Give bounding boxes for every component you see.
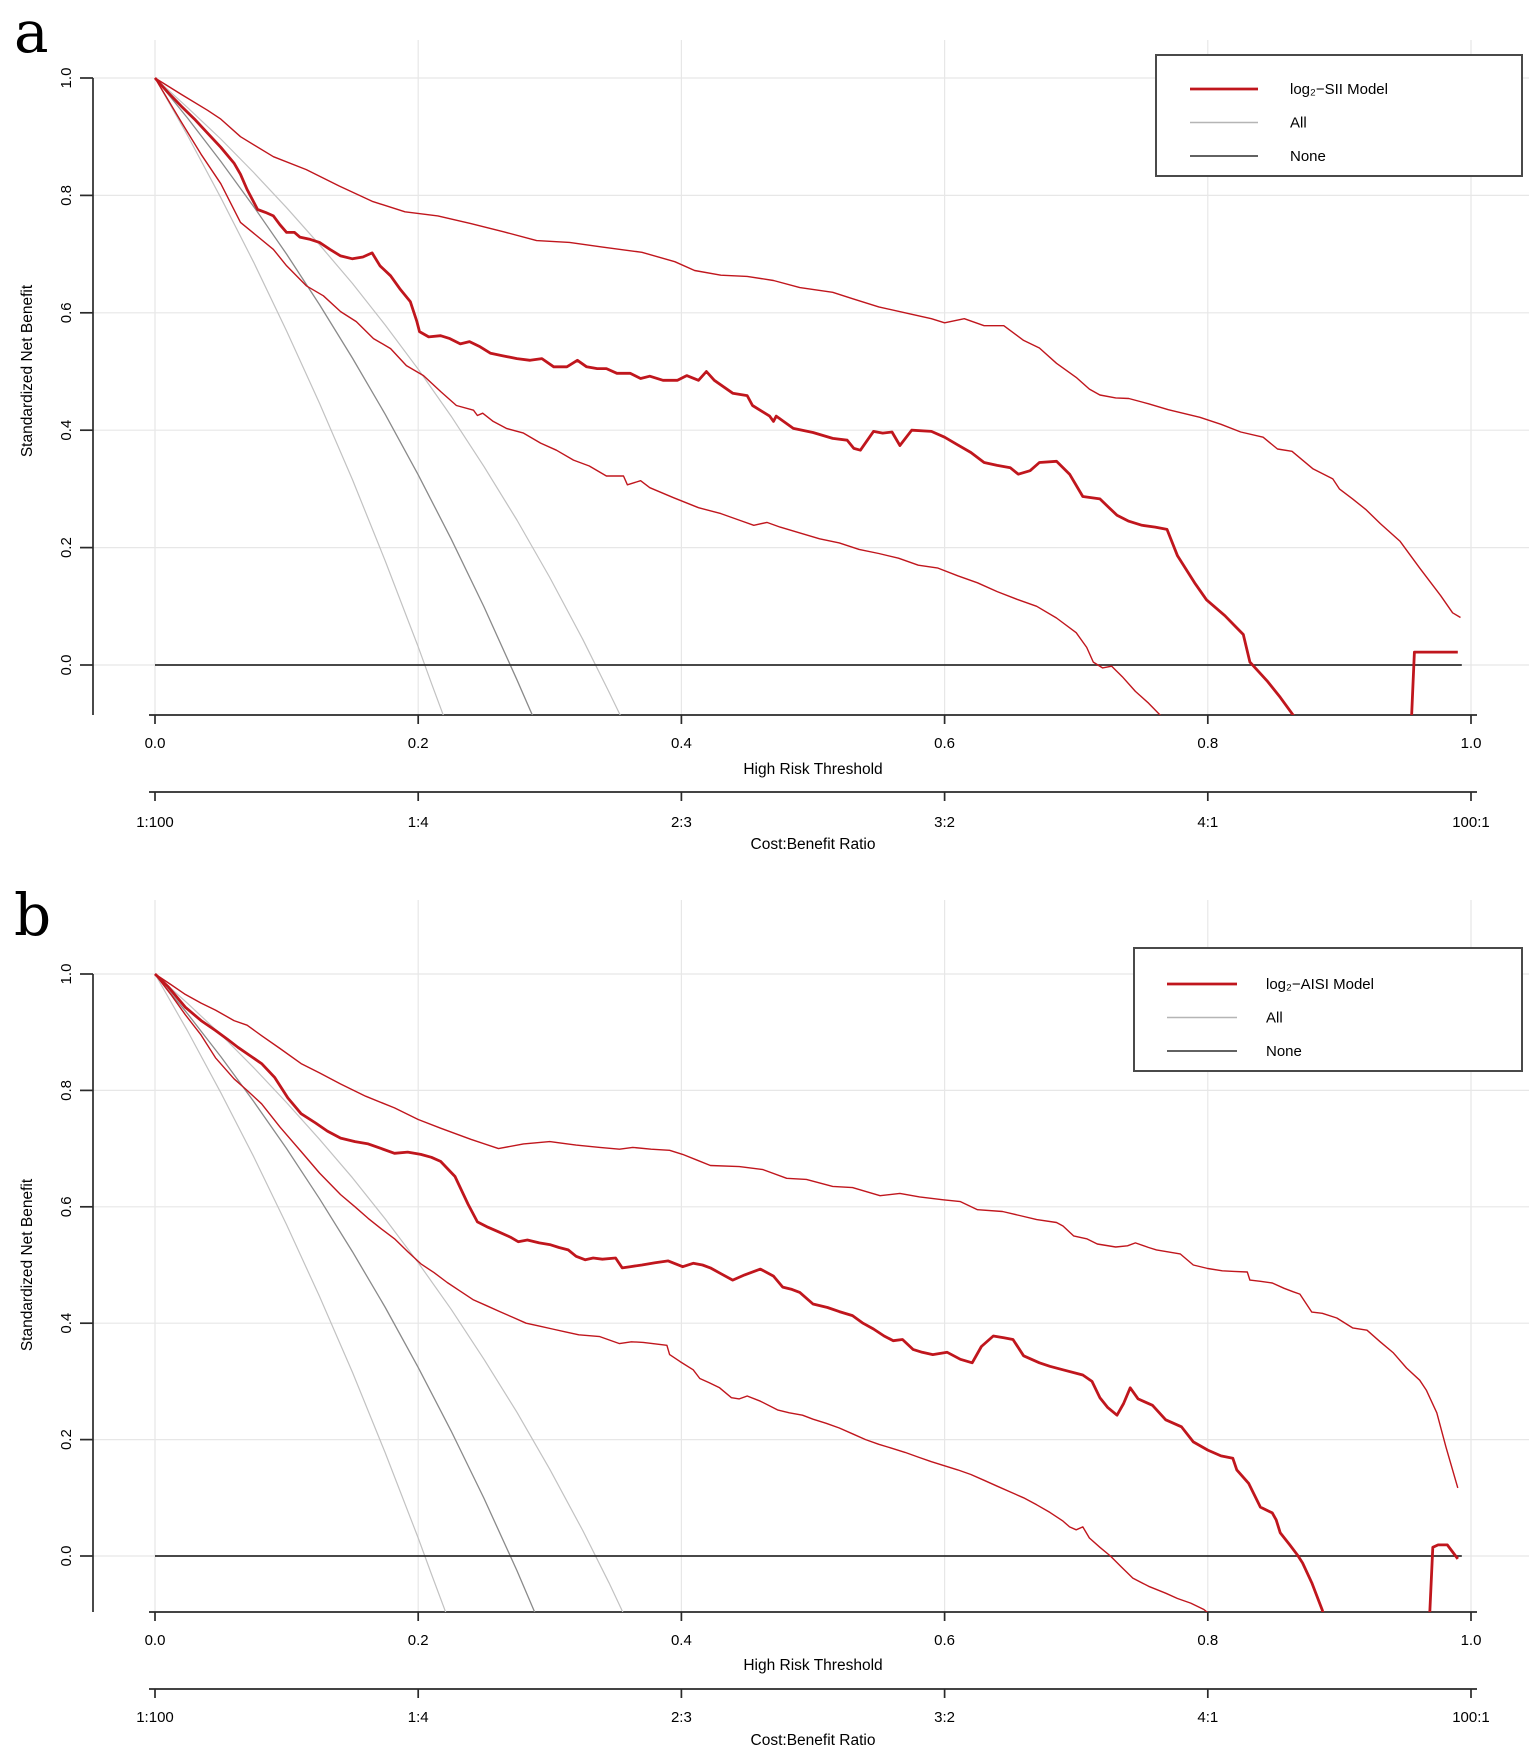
legend-label-model-a: log₂−SII Model: [1290, 81, 1388, 98]
x-tick-label: 0.4: [671, 1632, 692, 1649]
legend-label-model-b: log₂−AISI Model: [1266, 976, 1374, 993]
x-tick-label: 0.0: [145, 735, 166, 752]
panel-label-b: b: [14, 881, 51, 949]
x2-axis-title-a: Cost:Benefit Ratio: [751, 836, 876, 853]
x-axis-title-a: High Risk Threshold: [743, 761, 882, 778]
x2-tick-label: 100:1: [1452, 1709, 1490, 1726]
x2-tick-label: 3:2: [934, 1709, 955, 1726]
y-tick-label: 1.0: [58, 68, 75, 89]
x2-tick-label: 1:4: [408, 814, 429, 831]
x-tick-label: 0.0: [145, 1632, 166, 1649]
y-tick-label: 0.2: [58, 1429, 75, 1450]
legend-b: log₂−AISI Model All None: [1133, 947, 1523, 1072]
y-tick-label: 0.2: [58, 537, 75, 558]
curves: [154, 972, 1462, 1612]
x2-tick-label: 3:2: [934, 814, 955, 831]
x2-tick-label: 4:1: [1197, 814, 1218, 831]
panel-label-a: a: [14, 0, 49, 66]
y-axis-title-b: Standardized Net Benefit: [19, 1178, 36, 1351]
decision-curve-panel-a: 0.0 0.2 0.4 0.6 0.8 1.0 0.0 0.2 0.4 0.6 0.8 1.0 1:10…: [14, 0, 1529, 853]
y-tick-label: 1.0: [58, 964, 75, 985]
x-tick-label: 0.2: [408, 735, 429, 752]
x-tick-label: 1.0: [1461, 735, 1482, 752]
legend-a: log₂−SII Model All None: [1155, 54, 1523, 177]
series-all: [154, 973, 536, 1612]
x2-tick-label: 2:3: [671, 1709, 692, 1726]
series-all-upper-bound: [154, 77, 621, 715]
x-tick-label: 0.8: [1197, 1632, 1218, 1649]
legend-label-none-b: None: [1266, 1043, 1302, 1060]
x-tick-label: 0.8: [1197, 735, 1218, 752]
curves: [153, 77, 1462, 715]
y-tick-label: 0.4: [58, 1313, 75, 1334]
y-tick-label: 0.6: [58, 1196, 75, 1217]
y-tick-label: 0.0: [58, 655, 75, 676]
series-all-lower-bound: [154, 973, 447, 1612]
x2-tick-label: 100:1: [1452, 814, 1490, 831]
plot-area-b: 0.0 0.2 0.4 0.6 0.8 1.0 0.0 0.2 0.4 0.6 0.8 1.0 1:10…: [58, 900, 1529, 1726]
x2-tick-label: 1:100: [136, 814, 174, 831]
series-log2-aisi-model: [154, 972, 1459, 1612]
x2-tick-label: 4:1: [1197, 1709, 1218, 1726]
series-log2-aisi-model-upper-95-ci: [154, 973, 1459, 1489]
y-tick-label: 0.8: [58, 1080, 75, 1101]
legend-label-none-a: None: [1290, 148, 1326, 165]
series-log2-sii-model-upper-95-ci: [154, 77, 1461, 619]
x-tick-label: 1.0: [1461, 1632, 1482, 1649]
series-log2-aisi-model-lower-95-ci: [154, 973, 1209, 1612]
y-axis-title-a: Standardized Net Benefit: [19, 284, 36, 457]
series-all: [154, 77, 534, 715]
decision-curve-panel-b: 0.0 0.2 0.4 0.6 0.8 1.0 0.0 0.2 0.4 0.6 0.8 1.0 1:10…: [14, 881, 1529, 1749]
x-axis-title-b: High Risk Threshold: [743, 1657, 882, 1674]
x-tick-label: 0.4: [671, 735, 692, 752]
x2-tick-label: 1:4: [408, 1709, 429, 1726]
series-all-upper-bound: [154, 973, 624, 1612]
legend-label-all-b: All: [1266, 1010, 1283, 1027]
y-tick-label: 0.0: [58, 1546, 75, 1567]
y-tick-label: 0.4: [58, 420, 75, 441]
x2-axis-title-b: Cost:Benefit Ratio: [751, 1732, 876, 1749]
y-tick-label: 0.8: [58, 185, 75, 206]
x-tick-label: 0.6: [934, 735, 955, 752]
y-tick-label: 0.6: [58, 302, 75, 323]
series-all-lower-bound: [154, 77, 444, 715]
legend-frame-b: [1133, 947, 1523, 1072]
x-tick-label: 0.6: [934, 1632, 955, 1649]
x-tick-label: 0.2: [408, 1632, 429, 1649]
legend-frame-a: [1155, 54, 1523, 177]
series-log2-sii-model: [153, 77, 1458, 715]
series-log2-sii-model-lower-95-ci: [154, 77, 1162, 715]
x2-tick-label: 1:100: [136, 1709, 174, 1726]
x2-tick-label: 2:3: [671, 814, 692, 831]
legend-label-all-a: All: [1290, 115, 1307, 132]
